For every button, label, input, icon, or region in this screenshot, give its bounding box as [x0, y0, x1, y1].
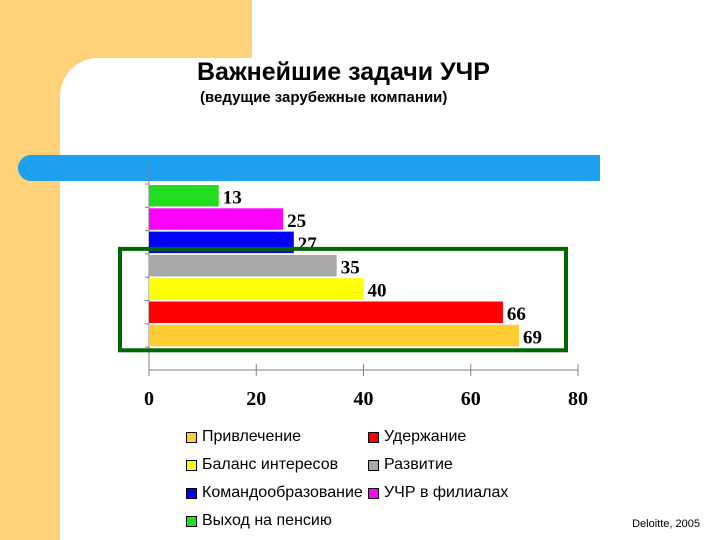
legend-swatch [368, 459, 379, 471]
data-label: 13 [223, 188, 242, 209]
highlight-box [118, 246, 568, 353]
x-tick-label: 60 [461, 388, 481, 410]
data-label: 27 [298, 234, 318, 255]
bar [149, 278, 364, 300]
legend-swatch [186, 459, 197, 471]
x-tick-label: 20 [246, 388, 266, 410]
bar [149, 324, 520, 347]
x-tick-label: 0 [144, 388, 154, 410]
legend-swatch [368, 431, 379, 443]
source-credit: Deloitte, 2005 [632, 518, 700, 530]
legend-label: Удержание [384, 428, 467, 445]
bar [149, 254, 337, 277]
legend-swatch [186, 431, 197, 443]
legend-swatch [186, 515, 197, 527]
legend-swatch [368, 487, 379, 499]
legend-label: Баланс интересов [202, 456, 339, 473]
x-tick-label: 80 [568, 388, 588, 410]
legend-label: Командообразование [202, 484, 363, 501]
slide-title: Важнейшие задачи УЧР [197, 58, 490, 86]
data-label: 66 [507, 304, 526, 325]
legend-swatch [186, 487, 197, 499]
x-tick-label: 40 [354, 388, 374, 410]
legend-item: Командообразование [186, 484, 363, 502]
legend-label: УЧР в филиалах [384, 484, 509, 501]
data-label: 40 [368, 281, 387, 302]
legend-item: Привлечение [186, 428, 301, 446]
legend-label: Развитие [384, 456, 453, 473]
legend-label: Привлечение [202, 428, 302, 445]
data-label: 69 [523, 327, 542, 348]
data-label: 25 [287, 211, 306, 232]
legend-item: Выход на пенсию [186, 512, 332, 530]
legend-item: УЧР в филиалах [368, 484, 508, 502]
bar [149, 301, 503, 323]
bar [149, 185, 219, 207]
legend-item: Удержание [368, 428, 466, 446]
bar [149, 208, 284, 230]
slide-subtitle: (ведущие зарубежные компании) [200, 89, 448, 106]
blue-divider-band [18, 155, 600, 181]
legend-label: Выход на пенсию [202, 512, 332, 529]
data-label: 35 [341, 257, 360, 278]
legend-item: Баланс интересов [186, 456, 338, 474]
legend-item: Развитие [368, 456, 453, 474]
